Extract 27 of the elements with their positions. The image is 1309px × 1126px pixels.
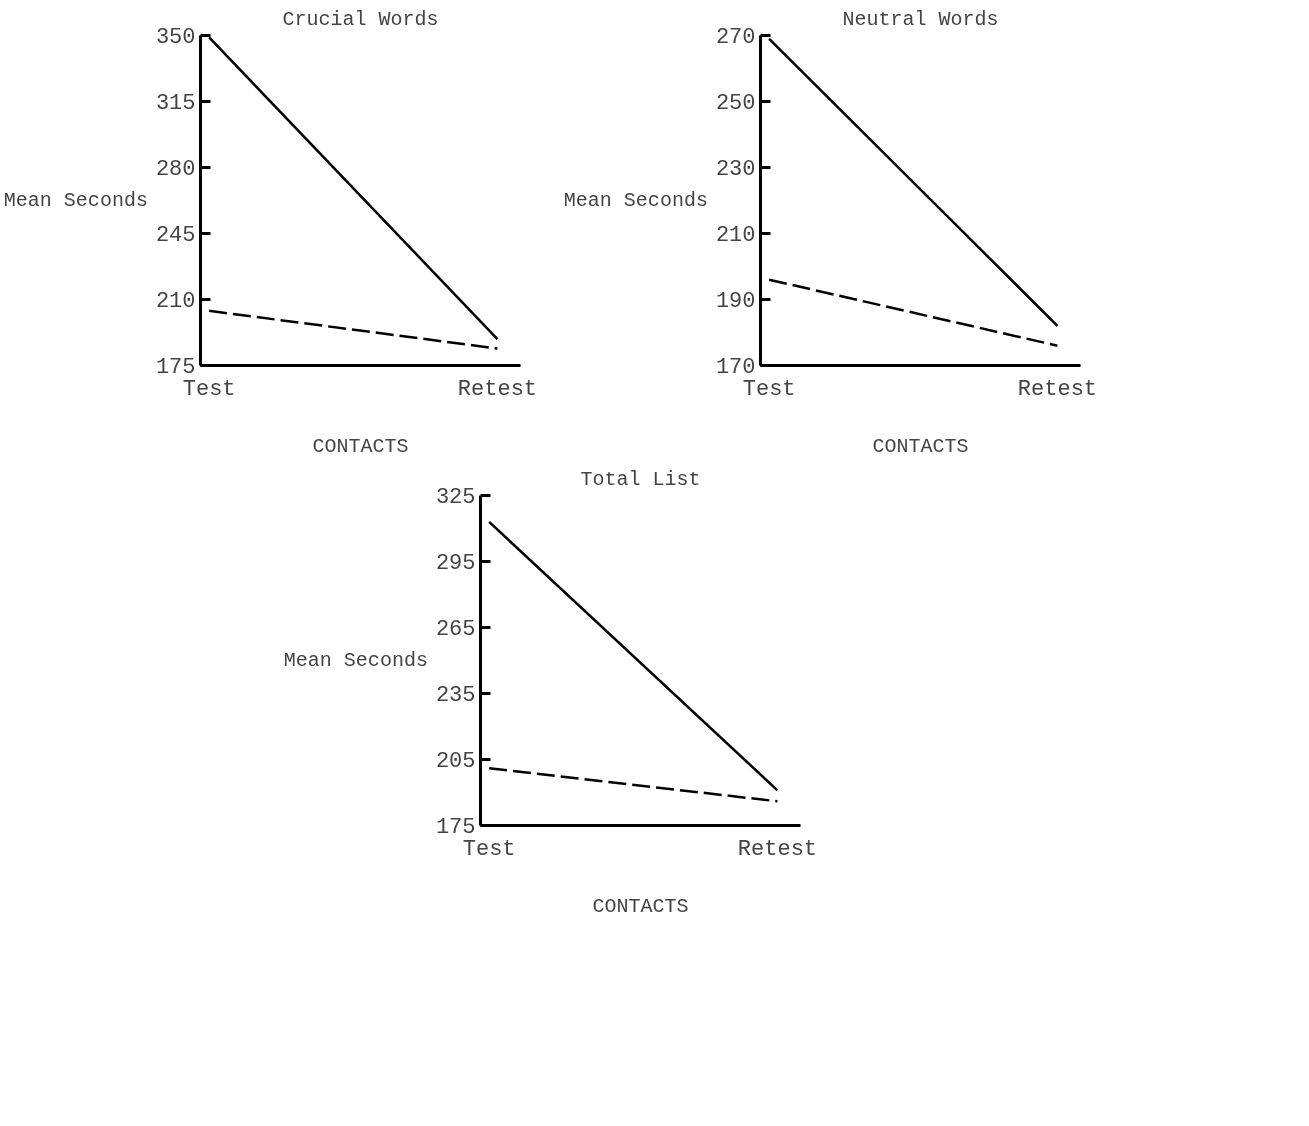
x-tick-label: Retest — [737, 836, 818, 862]
x-axis-title: CONTACTS — [592, 894, 689, 918]
y-tick-label: 250 — [715, 91, 756, 116]
y-tick-label: 235 — [435, 683, 476, 708]
x-axis-title: CONTACTS — [312, 434, 409, 458]
x-axis-title: CONTACTS — [872, 434, 969, 458]
y-axis-title: Mean Seconds — [3, 189, 148, 212]
y-tick-label: 230 — [715, 157, 756, 182]
x-tick-label: Retest — [457, 376, 538, 402]
chart-title: Total List — [580, 467, 701, 491]
chart-title: Crucial Words — [282, 7, 439, 31]
y-axis-title: Mean Seconds — [283, 649, 428, 672]
chart-title: Neutral Words — [842, 7, 999, 31]
y-tick-label: 325 — [435, 485, 476, 510]
y-tick-label: 190 — [715, 289, 756, 314]
y-tick-label: 210 — [715, 223, 756, 248]
y-tick-label: 295 — [435, 551, 476, 576]
y-tick-label: 265 — [435, 617, 476, 642]
y-tick-label: 210 — [155, 289, 196, 314]
y-tick-label: 315 — [155, 91, 196, 116]
x-tick-label: Retest — [1017, 376, 1098, 402]
y-tick-label: 350 — [155, 25, 196, 50]
y-tick-label: 280 — [155, 157, 196, 182]
y-axis-title: Mean Seconds — [563, 189, 708, 212]
y-tick-label: 270 — [715, 25, 756, 50]
y-tick-label: 245 — [155, 223, 196, 248]
y-tick-label: 205 — [435, 749, 476, 774]
